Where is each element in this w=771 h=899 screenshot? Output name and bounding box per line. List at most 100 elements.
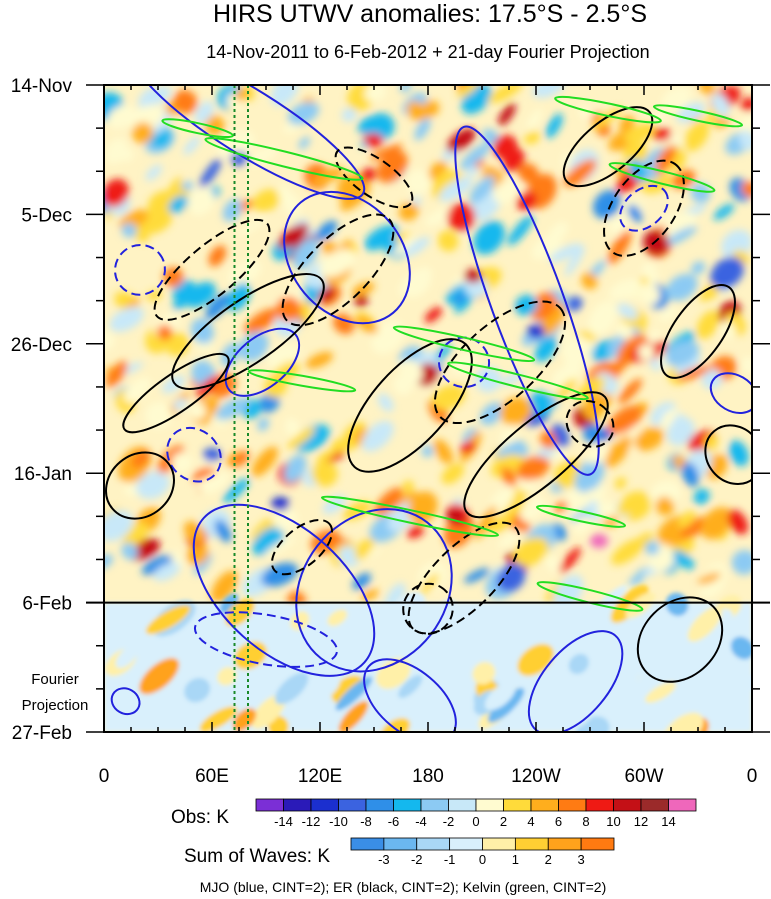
obs-anomaly-cell <box>469 175 495 204</box>
obs-anomaly-cell <box>617 303 639 320</box>
chart-title: HIRS UTWV anomalies: 17.5°S - 2.5°S <box>213 0 647 28</box>
obs-anomaly-cell <box>305 351 334 369</box>
obs-anomaly-cell <box>270 85 299 107</box>
obs-anomaly-cell <box>141 554 173 575</box>
obs-anomaly-cell <box>739 130 752 151</box>
obs-anomaly-cell <box>519 476 537 493</box>
waves-colorbar-label: -1 <box>444 852 456 867</box>
projection-anomaly-cell <box>487 687 525 723</box>
projection-anomaly-cell <box>319 619 357 658</box>
obs-colorbar-label: -8 <box>360 814 372 829</box>
obs-anomaly-cell <box>438 176 473 202</box>
obs-colorbar-swatch <box>448 798 477 812</box>
obs-anomaly-cell <box>539 302 566 337</box>
er-contour <box>704 424 752 486</box>
waves-colorbar-swatch <box>350 837 385 851</box>
obs-anomaly-cell <box>495 440 525 458</box>
obs-anomaly-cell <box>424 306 443 323</box>
er-contour <box>433 300 567 425</box>
projection-anomaly-cell <box>398 674 423 699</box>
obs-anomaly-cell <box>157 445 185 474</box>
obs-anomaly-cell <box>352 572 371 590</box>
obs-colorbar: Obs: K -14 -12 -10 -8 -6 -4 -2 0 2 4 6 8 10 12 14 <box>171 798 697 829</box>
obs-anomaly-cell <box>673 413 684 426</box>
projection-anomaly-cell <box>251 694 286 729</box>
obs-anomaly-cell <box>392 375 413 396</box>
obs-anomaly-cell <box>173 398 188 411</box>
obs-anomaly-cell <box>171 452 193 473</box>
obs-anomaly-cell <box>316 448 338 463</box>
waves-colorbar-label: 2 <box>545 852 552 867</box>
obs-anomaly-core <box>203 447 221 462</box>
obs-anomaly-cell <box>581 272 598 290</box>
obs-anomaly-cell <box>693 488 710 505</box>
obs-anomaly-cell <box>731 549 752 575</box>
projection-anomaly-cell <box>184 677 211 703</box>
waves-colorbar-swatch <box>383 837 418 851</box>
obs-anomaly-cell <box>592 190 622 219</box>
obs-anomaly-cell <box>493 134 518 160</box>
obs-anomaly-core <box>464 269 482 284</box>
obs-anomaly-cell <box>711 93 730 117</box>
obs-anomaly-cell <box>183 521 205 544</box>
mjo-contour <box>619 184 669 232</box>
obs-anomaly-cell <box>474 505 497 540</box>
kelvin-contour <box>392 325 536 363</box>
fourier-label-line1: Fourier <box>31 671 79 688</box>
obs-anomaly-cell <box>697 572 721 585</box>
obs-anomaly-cell <box>414 117 431 141</box>
obs-anomaly-cell <box>460 441 476 454</box>
er-contour <box>562 106 654 188</box>
obs-anomaly-cell <box>354 538 374 560</box>
projection-anomaly-cell <box>139 657 180 695</box>
obs-colorbar-label: 2 <box>500 814 507 829</box>
obs-anomaly-cell <box>145 164 163 181</box>
waves-colorbar-label: 1 <box>512 852 519 867</box>
obs-anomaly-cell <box>672 550 695 570</box>
obs-anomaly-cell <box>441 463 465 485</box>
obs-anomaly-cell <box>446 128 476 152</box>
obs-colorbar-swatch <box>255 798 284 812</box>
obs-anomaly-cell <box>161 375 186 394</box>
obs-anomaly-cell <box>215 397 250 420</box>
obs-anomaly-cell <box>211 570 238 603</box>
fourier-label-line2: Projection <box>22 697 89 714</box>
y-axis: 14-Nov 5-Dec 26-Dec 16-Jan 6-Feb 27-Feb <box>11 76 770 744</box>
obs-anomaly-cell <box>554 458 582 488</box>
y-tick-label: 16-Jan <box>14 464 72 485</box>
obs-anomaly-cell <box>662 226 698 247</box>
obs-anomaly-cell <box>251 446 279 477</box>
obs-anomaly-cell <box>634 427 664 451</box>
obs-anomaly-cell <box>153 562 181 582</box>
obs-anomaly-cell <box>234 87 248 102</box>
obs-colorbar-swatch <box>393 798 422 812</box>
obs-anomaly-cell <box>605 435 632 468</box>
obs-anomaly-cell <box>713 203 735 220</box>
obs-anomaly-cell <box>200 471 230 494</box>
projection-anomaly-cell <box>115 645 139 669</box>
obs-anomaly-cell <box>205 293 230 320</box>
obs-anomaly-cell <box>320 451 345 464</box>
obs-anomaly-cell <box>236 215 268 238</box>
waves-colorbar-swatch <box>416 837 451 851</box>
kelvin-contour <box>554 95 662 124</box>
projection-anomaly-cell <box>610 584 649 623</box>
er-contour <box>171 273 325 390</box>
projection-anomaly-cell <box>434 659 470 687</box>
er-contour <box>407 521 521 635</box>
obs-colorbar-swatch <box>503 798 532 812</box>
obs-anomaly-cell <box>364 224 399 251</box>
projection-anomaly-cell <box>472 661 496 685</box>
obs-anomaly-cell <box>680 516 710 539</box>
obs-anomaly-cell <box>741 97 752 112</box>
obs-anomaly-cell <box>678 510 696 529</box>
kelvin-contour <box>247 369 357 393</box>
y-tick-label: 5-Dec <box>21 205 72 226</box>
kelvin-contour <box>535 504 627 528</box>
obs-anomaly-cell <box>135 471 170 499</box>
obs-colorbar-swatch <box>668 798 697 812</box>
kelvin-contour <box>608 162 716 193</box>
obs-anomaly-cell <box>498 103 516 126</box>
waves-colorbar-swatch <box>514 837 549 851</box>
obs-colorbar-swatch <box>420 798 449 812</box>
